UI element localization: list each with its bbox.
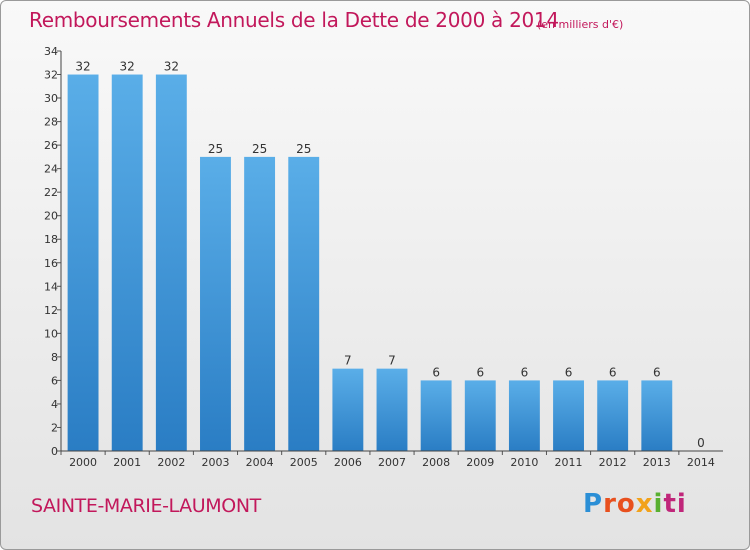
y-tick-label: 0 — [51, 445, 58, 458]
x-tick-label: 2013 — [643, 456, 671, 469]
bar — [200, 156, 231, 451]
proxiti-logo: Proxiti — [583, 489, 687, 519]
y-tick-label: 8 — [51, 351, 58, 364]
x-tick-label: 2014 — [687, 456, 715, 469]
bar-value-label: 6 — [653, 365, 661, 379]
x-tick-label: 2010 — [510, 456, 538, 469]
logo-part: i — [653, 489, 664, 519]
x-tick-label: 2009 — [466, 456, 494, 469]
x-tick-label: 2005 — [290, 456, 318, 469]
x-tick-label: 2012 — [599, 456, 627, 469]
bar-value-label: 6 — [565, 365, 573, 379]
bar-value-label: 25 — [296, 142, 311, 156]
y-tick-label: 30 — [44, 92, 58, 105]
bars-group: 32 32 32 25 25 25 7 7 6 6 6 6 6 6 0 — [67, 60, 705, 451]
bar — [597, 380, 629, 451]
bar-value-label: 7 — [344, 354, 352, 368]
axes-group: 2000 2001 2002 2003 2004 2005 2006 2007 2008 2009… — [44, 45, 723, 469]
x-tick-label: 2003 — [201, 456, 229, 469]
bar-value-label: 6 — [521, 365, 529, 379]
bar-value-label: 32 — [120, 60, 135, 74]
bar — [553, 380, 584, 451]
bar — [67, 74, 99, 451]
bar — [420, 380, 452, 451]
y-tick-label: 4 — [51, 398, 58, 411]
y-tick-label: 14 — [44, 280, 58, 293]
y-tick-label: 12 — [44, 304, 58, 317]
bar-value-label: 25 — [208, 142, 223, 156]
commune-name: SAINTE-MARIE-LAUMONT — [31, 495, 261, 517]
y-tick-label: 24 — [44, 163, 58, 176]
bar — [376, 368, 408, 451]
bar — [508, 380, 540, 451]
bar-value-label: 25 — [252, 142, 267, 156]
bar-value-label: 32 — [75, 60, 90, 74]
y-tick-label: 22 — [44, 186, 58, 199]
y-tick-label: 2 — [51, 421, 58, 434]
y-tick-label: 32 — [44, 69, 58, 82]
unit-note: (en milliers d'€) — [537, 18, 624, 31]
logo-part: ro — [603, 489, 636, 519]
x-tick-label: 2004 — [246, 456, 274, 469]
bar-value-label: 6 — [609, 365, 617, 379]
y-tick-label: 28 — [44, 116, 58, 129]
bar-value-label: 7 — [388, 354, 396, 368]
bar — [641, 380, 673, 451]
x-tick-label: 2002 — [157, 456, 185, 469]
x-tick-label: 2000 — [69, 456, 97, 469]
bar — [244, 156, 276, 451]
bar-value-label: 6 — [432, 365, 440, 379]
x-tick-label: 2006 — [334, 456, 362, 469]
y-tick-label: 16 — [44, 257, 58, 270]
x-tick-label: 2011 — [555, 456, 583, 469]
logo-part: x — [635, 489, 654, 519]
y-tick-label: 20 — [44, 210, 58, 223]
y-tick-label: 34 — [44, 45, 58, 58]
x-tick-label: 2008 — [422, 456, 450, 469]
x-tick-label: 2001 — [113, 456, 141, 469]
y-tick-label: 26 — [44, 139, 58, 152]
y-tick-label: 18 — [44, 233, 58, 246]
bar-value-label: 32 — [164, 60, 179, 74]
bar — [464, 380, 496, 451]
bar — [288, 156, 320, 451]
x-tick-label: 2007 — [378, 456, 406, 469]
y-tick-label: 6 — [51, 374, 58, 387]
bar-value-label: 6 — [476, 365, 484, 379]
bar — [111, 74, 143, 451]
y-tick-label: 10 — [44, 327, 58, 340]
chart-title: Remboursements Annuels de la Dette de 20… — [29, 8, 559, 32]
logo-part: ti — [663, 489, 687, 519]
bar-value-label: 0 — [697, 436, 705, 450]
bar — [332, 368, 364, 451]
bar — [155, 74, 187, 451]
logo-part: P — [583, 489, 604, 519]
